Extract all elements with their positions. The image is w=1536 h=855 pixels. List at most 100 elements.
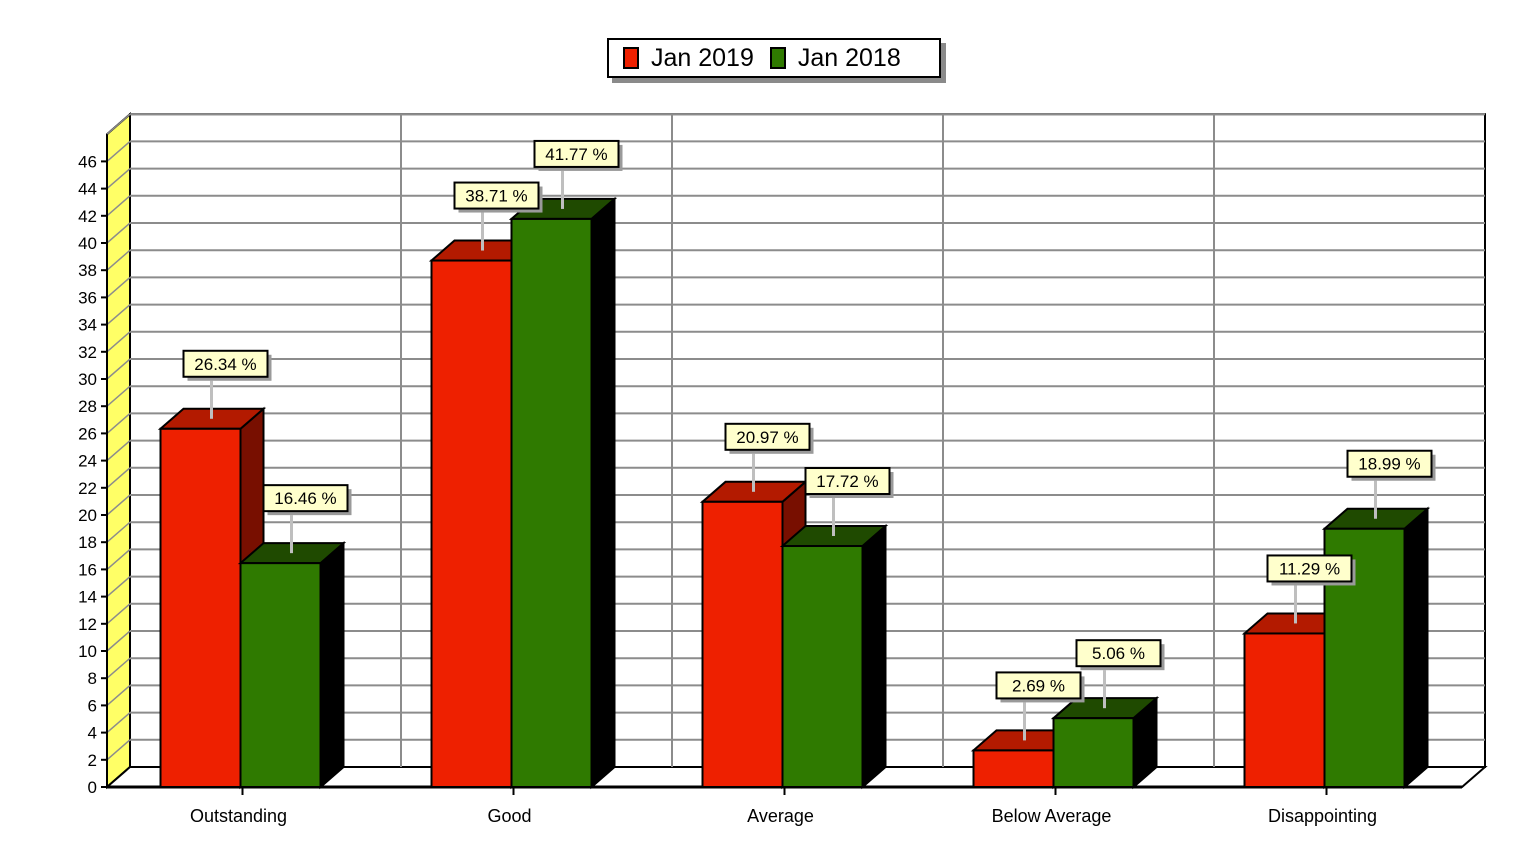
gridline-diagonal: [106, 331, 131, 353]
y-tick-label: 18: [78, 533, 97, 552]
data-labels: 26.34 % 16.46 % 38.71 % 41.77 % 20.97 % 17.72…: [182, 139, 1436, 741]
data-label-box: [1266, 554, 1353, 583]
data-label-text: 41.77 %: [545, 145, 607, 164]
gridline-diagonal: [106, 739, 131, 761]
gridline-diagonal: [106, 548, 131, 570]
bars: [157, 196, 1431, 790]
data-label-box: [533, 139, 620, 168]
y-tick-label: 2: [88, 751, 97, 770]
gridline-diagonal: [106, 412, 131, 434]
data-label: 16.46 %: [262, 484, 352, 554]
legend-swatch-series-1: [623, 47, 639, 69]
bar: [781, 545, 864, 788]
y-tick-label: 30: [78, 370, 97, 389]
y-tick-label: 32: [78, 343, 97, 362]
legend: Jan 2019 Jan 2018: [607, 38, 941, 78]
bar: [159, 427, 242, 788]
gridline-diagonal: [106, 195, 131, 217]
data-label-text: 18.99 %: [1358, 455, 1420, 474]
y-tick-label: 24: [78, 452, 97, 471]
data-label: 38.71 %: [453, 181, 543, 251]
y-tick-label: 26: [78, 424, 97, 443]
legend-item-series-2: Jan 2018: [769, 44, 901, 73]
y-tick-label: 38: [78, 261, 97, 280]
data-label-text: 26.34 %: [194, 355, 256, 374]
data-label-box: [1075, 639, 1162, 668]
data-label-text: 11.29 %: [1279, 559, 1340, 578]
data-label-box: [724, 422, 811, 451]
legend-item-series-1: Jan 2019: [623, 44, 754, 73]
data-label: 11.29 %: [1266, 554, 1356, 624]
x-axis: Outstanding Good Average Below Average Disap…: [107, 785, 1462, 826]
y-tick-label: 40: [78, 234, 97, 253]
data-label-box: [182, 349, 269, 378]
data-label: 2.69 %: [995, 671, 1085, 741]
bar: [239, 562, 322, 788]
y-axis: 0246810121416182022242628303234363840424…: [78, 134, 108, 797]
gridline-diagonal: [106, 113, 131, 135]
gridline-diagonal: [106, 276, 131, 298]
data-label-text: 2.69 %: [1012, 676, 1065, 695]
legend-label-series-1: Jan 2019: [651, 43, 754, 72]
y-tick-label: 28: [78, 397, 97, 416]
bar-group: [1050, 695, 1160, 790]
gridline-diagonal: [106, 521, 131, 543]
data-label: 20.97 %: [724, 422, 814, 492]
y-tick-label: 20: [78, 506, 97, 525]
bar: [510, 217, 593, 789]
y-tick-label: 16: [78, 560, 97, 579]
gridline-diagonal: [106, 440, 131, 462]
data-label: 5.06 %: [1075, 639, 1165, 709]
y-tick-label: 44: [78, 180, 97, 199]
x-tick-label: Disappointing: [1268, 806, 1377, 826]
data-label-box: [995, 671, 1082, 700]
x-tick-label: Below Average: [992, 806, 1112, 826]
data-label-box: [804, 467, 891, 496]
gridline-diagonal: [106, 222, 131, 244]
gridline-diagonal: [106, 304, 131, 326]
x-tick-label: Average: [747, 806, 814, 826]
bar-side: [319, 540, 345, 790]
gridline-diagonal: [106, 385, 131, 407]
data-label-text: 16.46 %: [274, 489, 336, 508]
bar: [430, 259, 513, 788]
bar: [1243, 632, 1326, 788]
data-label: 17.72 %: [804, 467, 894, 537]
bar-group: [779, 523, 889, 790]
y-tick-label: 36: [78, 288, 97, 307]
gridline-diagonal: [106, 712, 131, 734]
data-label-text: 20.97 %: [736, 428, 798, 447]
bar-group: [237, 540, 347, 790]
gridline-diagonal: [106, 168, 131, 190]
y-tick-label: 14: [78, 588, 97, 607]
y-tick-label: 12: [78, 615, 97, 634]
data-label-text: 38.71 %: [465, 187, 527, 206]
data-label-box: [262, 484, 349, 513]
y-tick-label: 34: [78, 316, 97, 335]
gridline-diagonal: [106, 358, 131, 380]
legend-swatch-series-2: [769, 47, 786, 69]
gridline-diagonal: [106, 494, 131, 516]
bar: [1052, 717, 1135, 789]
data-label-box: [1346, 449, 1433, 478]
data-label: 26.34 %: [182, 349, 272, 419]
gridline-diagonal: [106, 657, 131, 679]
x-tick-label: Good: [487, 806, 531, 826]
bar-side: [861, 523, 887, 790]
y-tick-label: 4: [88, 724, 97, 743]
data-label: 41.77 %: [533, 139, 623, 209]
data-label-text: 5.06 %: [1092, 644, 1145, 663]
gridline-diagonal: [106, 140, 131, 162]
y-tick-label: 8: [88, 669, 97, 688]
bar-group: [1321, 506, 1431, 790]
gridline-diagonal: [106, 249, 131, 271]
y-tick-label: 10: [78, 642, 97, 661]
y-tick-label: 46: [78, 152, 97, 171]
bar: [701, 500, 784, 788]
gridline-diagonal: [106, 684, 131, 706]
bar-side: [1403, 506, 1429, 790]
data-label: 18.99 %: [1346, 449, 1436, 519]
bar: [972, 749, 1055, 789]
